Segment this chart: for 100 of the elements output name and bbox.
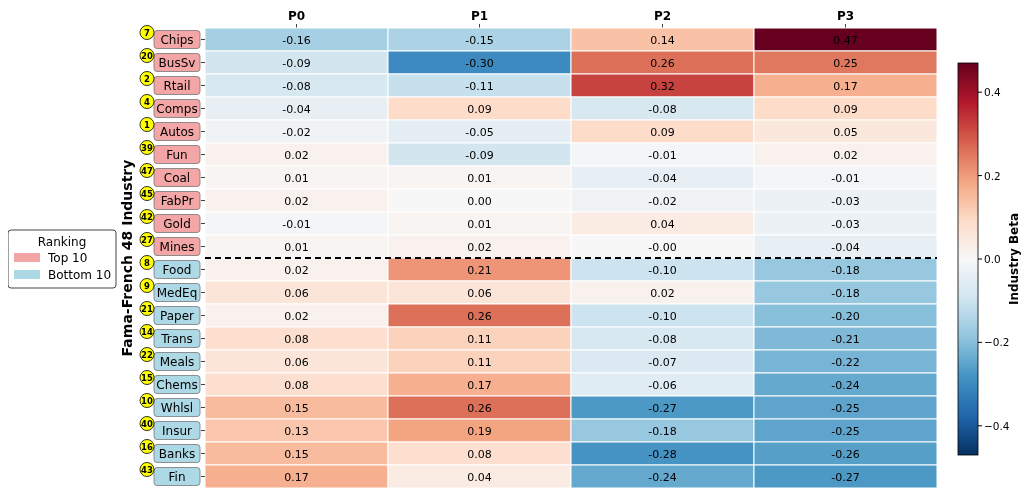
y2-tick-label: 1	[144, 119, 151, 130]
data-label: -0.01	[282, 217, 311, 231]
data-label: -0.10	[648, 263, 677, 277]
data-label: 0.01	[284, 171, 309, 185]
data-label: -0.15	[465, 33, 494, 47]
y2-tick-label: 27	[141, 234, 153, 245]
data-label: -0.09	[465, 148, 494, 162]
y2-tick-label: 45	[141, 188, 153, 199]
y2-tick-label: 47	[141, 165, 153, 176]
data-label: 0.15	[284, 447, 309, 461]
x-tick-label: P3	[836, 9, 855, 23]
x-tick-label: P0	[287, 9, 306, 23]
data-label: 0.26	[650, 56, 675, 70]
data-label: 0.02	[833, 148, 858, 162]
data-label: -0.26	[831, 447, 860, 461]
data-label: 0.21	[467, 263, 492, 277]
x-tick-label: P2	[653, 9, 672, 23]
y-tick-label: Trans	[160, 332, 193, 346]
data-label: -0.09	[282, 56, 311, 70]
data-label: 0.32	[650, 79, 675, 93]
y2-tick-label: 16	[141, 441, 153, 452]
data-label: -0.27	[831, 470, 860, 484]
data-label: 0.26	[467, 309, 492, 323]
y-tick-label: MedEq	[156, 286, 198, 300]
data-label: -0.07	[648, 355, 677, 369]
y2-tick-label: 7	[144, 27, 151, 38]
data-label: 0.14	[650, 33, 675, 47]
y2-tick-label: 9	[144, 280, 151, 291]
data-label: 0.26	[467, 401, 492, 415]
data-label: -0.28	[648, 447, 677, 461]
y2-tick-label: 8	[144, 257, 151, 268]
data-label: -0.25	[831, 401, 860, 415]
data-label: -0.01	[648, 148, 677, 162]
color-bar-label: −0.4	[984, 419, 1010, 432]
data-label: -0.04	[831, 240, 860, 254]
data-label: -0.20	[831, 309, 860, 323]
data-label: 0.02	[284, 194, 309, 208]
data-label: 0.17	[467, 378, 492, 392]
data-label: 0.04	[650, 217, 675, 231]
data-label: 0.01	[284, 240, 309, 254]
data-label: -0.03	[831, 194, 860, 208]
data-label: 0.02	[467, 240, 492, 254]
data-label: -0.18	[831, 263, 860, 277]
legend-title: Ranking	[37, 235, 87, 249]
data-label: 0.02	[284, 148, 309, 162]
data-label: 0.08	[284, 332, 309, 346]
y-tick-label: FabPr	[160, 194, 194, 208]
data-label: 0.02	[284, 263, 309, 277]
data-label: 0.08	[467, 447, 492, 461]
data-label: -0.05	[465, 125, 494, 139]
data-label: -0.22	[831, 355, 860, 369]
data-label: 0.17	[284, 470, 309, 484]
data-label: 0.11	[467, 355, 492, 369]
legend-label: Bottom 10	[48, 268, 112, 282]
data-label: -0.00	[648, 240, 677, 254]
color-bar-title: Industry Beta	[1007, 212, 1021, 306]
data-label: 0.01	[467, 171, 492, 185]
color-bar-label: 0.4	[984, 86, 1002, 99]
y-tick-label: Fun	[166, 148, 188, 162]
data-label: -0.04	[282, 102, 311, 116]
y2-tick-label: 10	[141, 395, 153, 406]
data-label: -0.24	[831, 378, 860, 392]
data-label: -0.02	[648, 194, 677, 208]
data-label: 0.13	[284, 424, 309, 438]
data-label: -0.18	[831, 286, 860, 300]
y-tick-label: Food	[162, 263, 192, 277]
y-tick-label: Mines	[159, 240, 195, 254]
y-tick-label: BusSv	[158, 56, 196, 70]
data-label: -0.01	[831, 171, 860, 185]
data-label: 0.05	[833, 125, 858, 139]
data-label: -0.24	[648, 470, 677, 484]
data-label: 0.02	[284, 309, 309, 323]
y-tick-label: Coal	[163, 171, 191, 185]
data-label: -0.11	[465, 79, 494, 93]
y-tick-label: Rtail	[163, 79, 191, 93]
data-label: 0.25	[833, 56, 858, 70]
y2-tick-label: 15	[141, 372, 153, 383]
x-tick-label: P1	[470, 9, 489, 23]
y2-tick-label: 20	[141, 50, 153, 61]
y2-tick-label: 43	[141, 464, 153, 475]
y-tick-label: Paper	[160, 309, 195, 323]
data-label: 0.06	[284, 286, 309, 300]
data-label: 0.19	[467, 424, 492, 438]
data-label: 0.09	[467, 102, 492, 116]
data-label: 0.47	[833, 33, 858, 47]
y-axis-title: Fama-French 48 Industry	[119, 159, 135, 357]
data-label: -0.30	[465, 56, 494, 70]
y-tick-label: Chems	[156, 378, 198, 392]
y2-tick-label: 4	[144, 96, 151, 107]
y2-tick-label: 42	[141, 211, 153, 222]
y-tick-label: Gold	[163, 217, 191, 231]
data-label: -0.06	[648, 378, 677, 392]
y-tick-label: Fin	[168, 470, 186, 484]
data-label: -0.02	[282, 125, 311, 139]
data-label: 0.17	[833, 79, 858, 93]
data-label: -0.27	[648, 401, 677, 415]
data-label: -0.08	[648, 102, 677, 116]
data-label: 0.09	[833, 102, 858, 116]
data-label: 0.15	[284, 401, 309, 415]
data-label: -0.04	[648, 171, 677, 185]
